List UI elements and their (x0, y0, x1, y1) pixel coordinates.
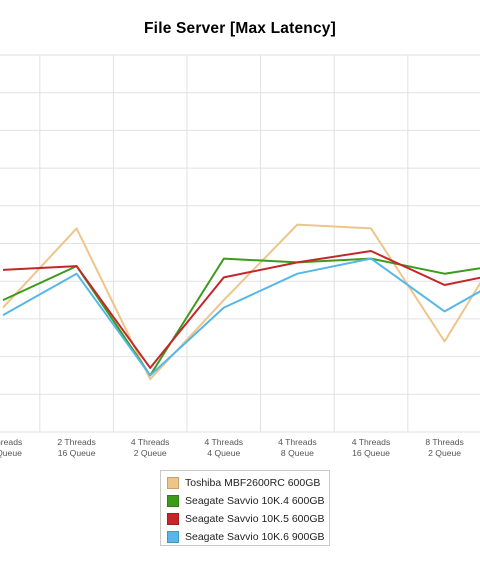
x-tick-label: 8 Threads (425, 437, 464, 447)
x-tick-label: 2 Queue (428, 448, 461, 458)
chart-legend: Toshiba MBF2600RC 600GB Seagate Savvio 10… (160, 470, 330, 546)
legend-item-1[interactable]: Toshiba MBF2600RC 600GB (161, 474, 329, 492)
legend-item-3[interactable]: Seagate Savvio 10K.5 600GB (161, 510, 329, 528)
legend-label: Seagate Savvio 10K.5 600GB (185, 513, 325, 525)
legend-swatch (167, 531, 179, 543)
series-line-4 (2, 257, 480, 377)
x-tick-label: 4 Threads (205, 437, 244, 447)
legend-label: Toshiba MBF2600RC 600GB (185, 477, 321, 489)
x-tick-label: 2 Threads (57, 437, 96, 447)
x-tick-label: 16 Queue (0, 448, 22, 458)
x-tick-label: 16 Queue (58, 448, 96, 458)
legend-label: Seagate Savvio 10K.6 900GB (185, 531, 325, 543)
legend-label: Seagate Savvio 10K.4 600GB (185, 495, 325, 507)
x-tick-label: 1 Threads (0, 437, 22, 447)
legend-swatch (167, 495, 179, 507)
series-line-3 (2, 250, 480, 369)
chart-title: File Server [Max Latency] (144, 20, 336, 37)
x-tick-label: 4 Threads (352, 437, 391, 447)
x-tick-label: 4 Threads (131, 437, 170, 447)
series-line-1 (2, 223, 480, 381)
x-tick-label: 2 Queue (134, 448, 167, 458)
legend-swatch (167, 477, 179, 489)
x-tick-label: 8 Queue (281, 448, 314, 458)
x-tick-label: 16 Queue (352, 448, 390, 458)
x-tick-label: 4 Queue (207, 448, 240, 458)
x-tick-label: 4 Threads (278, 437, 317, 447)
legend-swatch (167, 513, 179, 525)
legend-item-4[interactable]: Seagate Savvio 10K.6 900GB (161, 528, 329, 546)
legend-item-2[interactable]: Seagate Savvio 10K.4 600GB (161, 492, 329, 510)
